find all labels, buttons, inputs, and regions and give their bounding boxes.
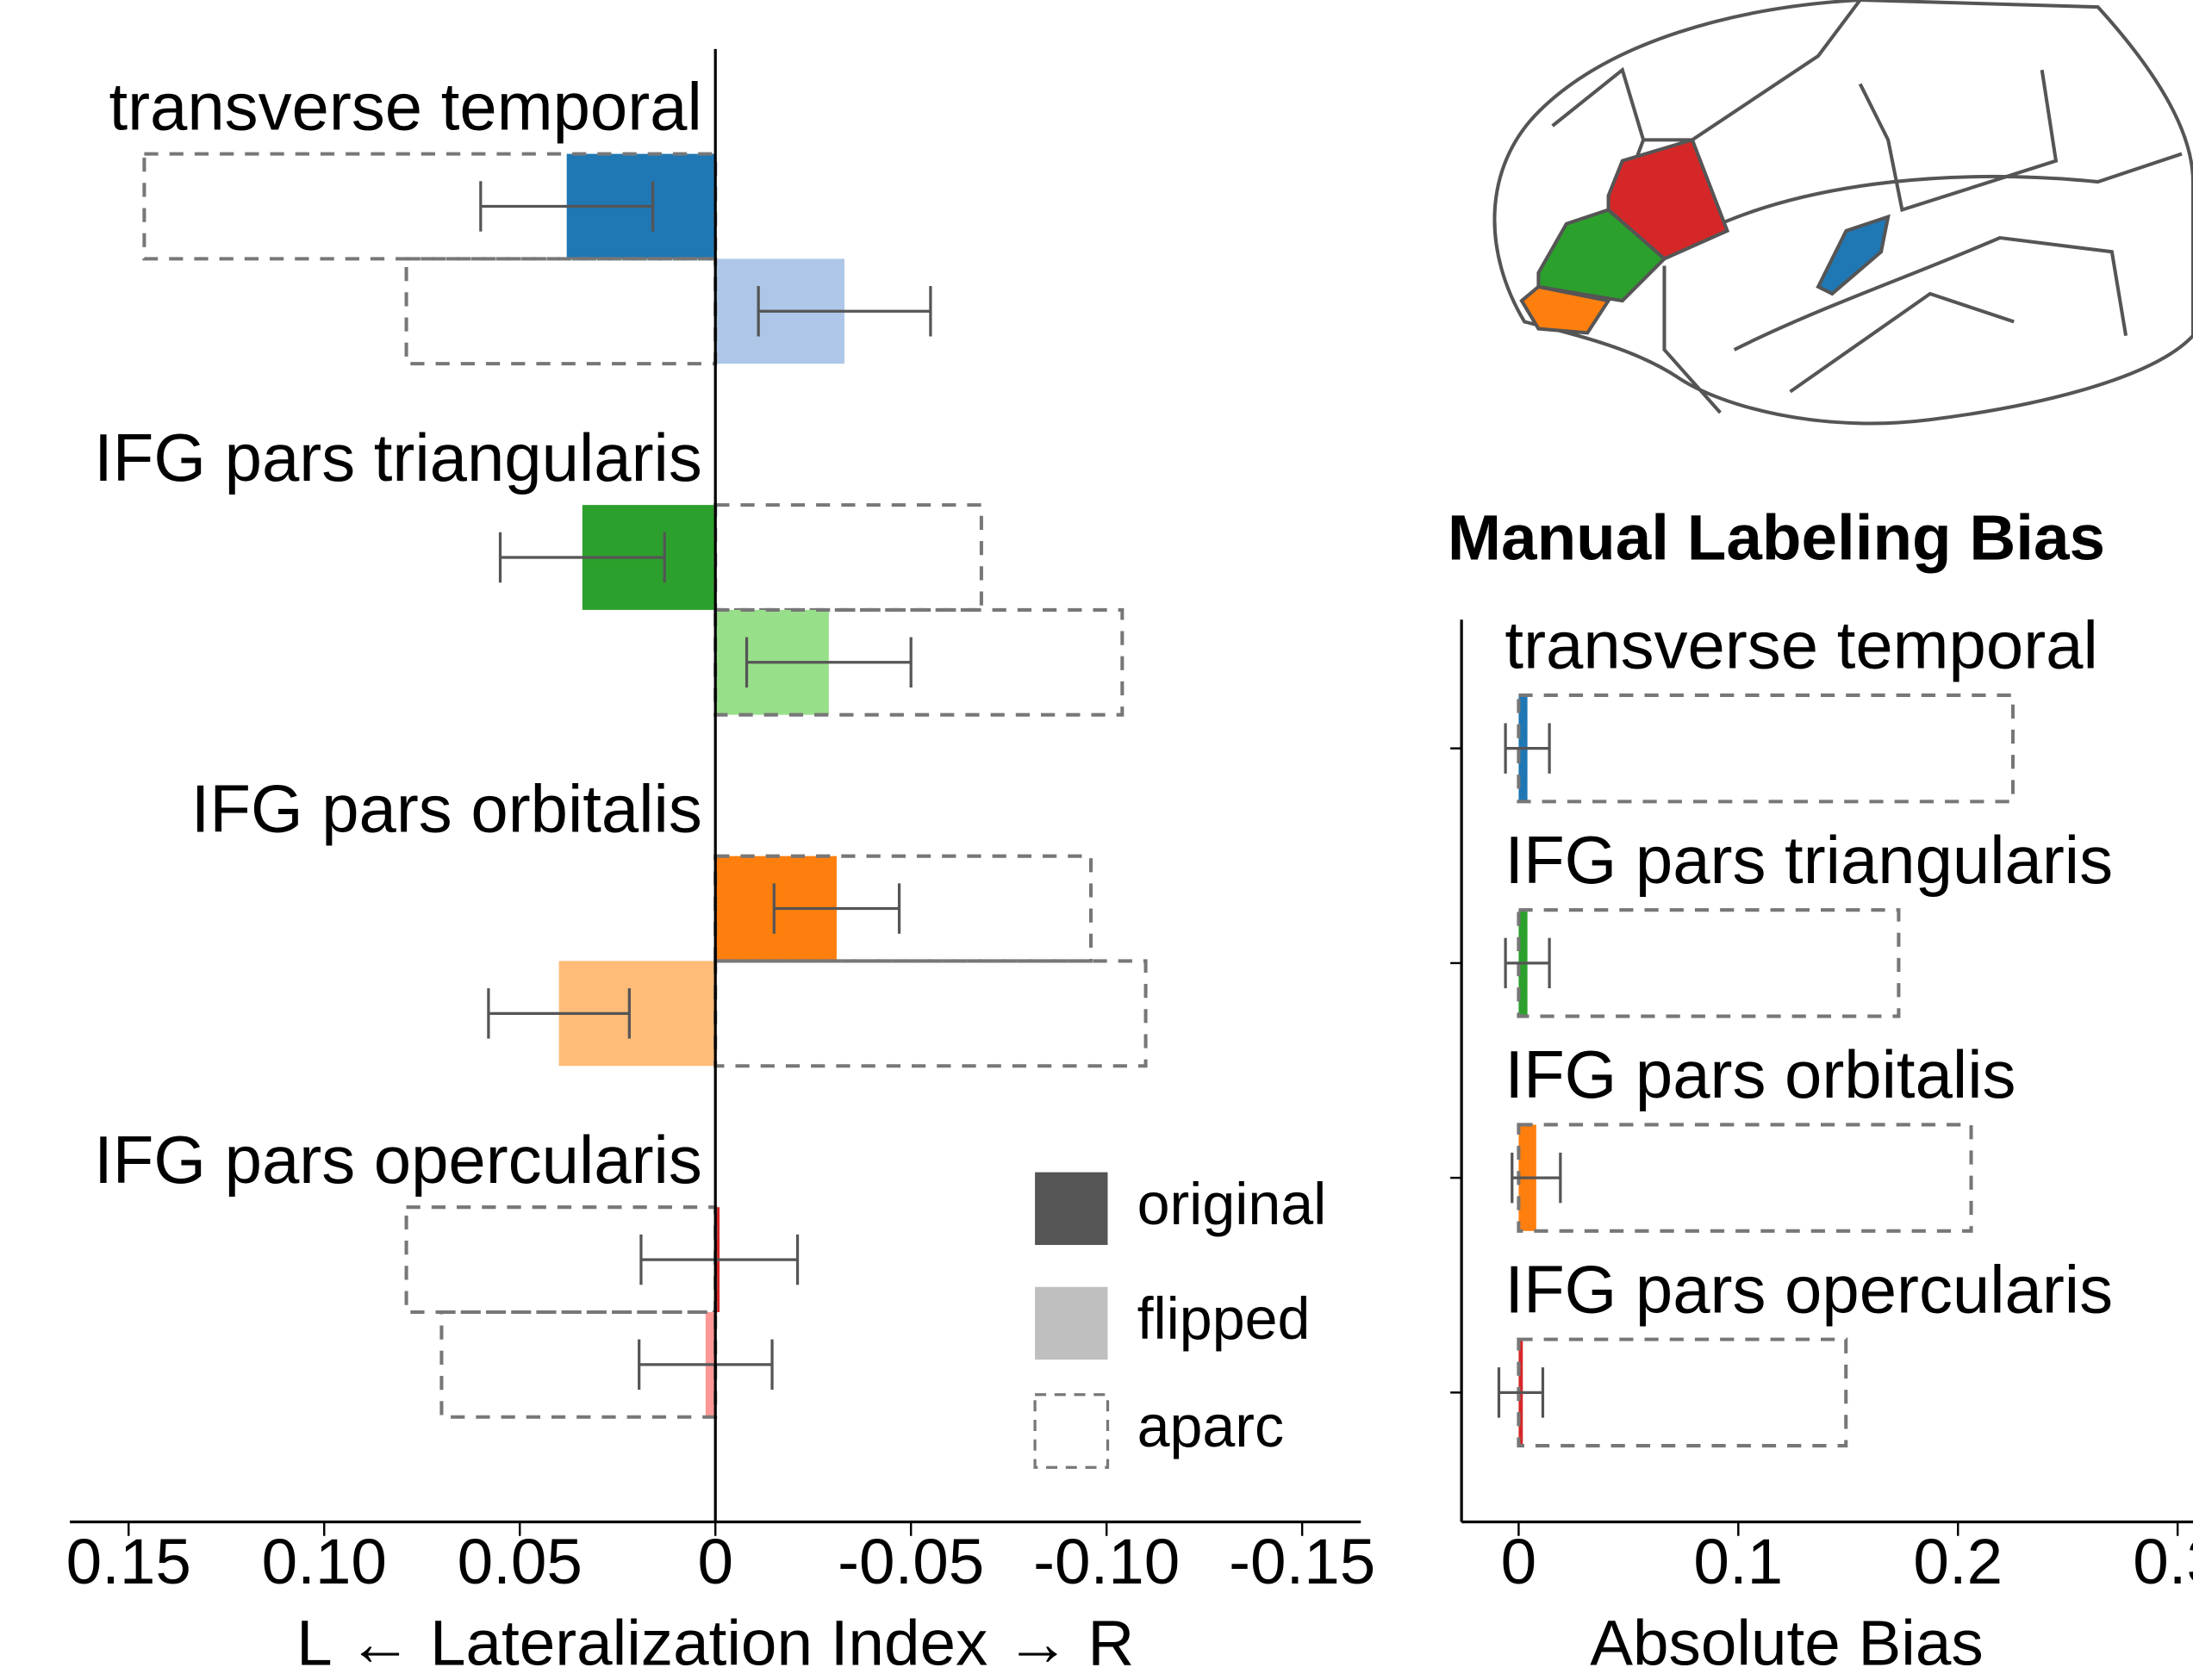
category-label: IFG pars triangularis <box>94 420 702 495</box>
x-tick-label: 0.1 <box>1693 1525 1783 1597</box>
category-label: IFG pars opercularis <box>1505 1251 2113 1327</box>
category-label: transverse temporal <box>109 68 701 144</box>
x-axis-label: L ← Lateralization Index → R <box>296 1606 1134 1678</box>
x-tick-label: 0 <box>1501 1525 1537 1597</box>
x-tick-label: 0.05 <box>458 1525 583 1597</box>
legend-swatch <box>1035 1395 1107 1467</box>
legend-label: original <box>1137 1172 1327 1237</box>
legend-swatch <box>1035 1287 1107 1360</box>
error-bar <box>1505 938 1549 988</box>
category-label: IFG pars orbitalis <box>191 771 702 847</box>
x-tick-label: 0.2 <box>1913 1525 2003 1597</box>
aparc-bar <box>1518 910 1898 1016</box>
x-axis-label: Absolute Bias <box>1590 1606 1983 1678</box>
category-label: IFG pars opercularis <box>94 1122 702 1198</box>
aparc-bar <box>1518 695 2013 801</box>
legend-swatch <box>1035 1173 1107 1245</box>
figure: transverse temporal IFG pars triangularis… <box>0 0 2193 1680</box>
aparc-bar <box>715 505 981 610</box>
error-bar <box>1505 723 1549 773</box>
aparc-bar <box>1518 1340 1846 1446</box>
category-label: IFG pars orbitalis <box>1505 1036 2015 1112</box>
x-tick-label: 0.3 <box>2133 1525 2193 1597</box>
category-label: IFG pars triangularis <box>1505 822 2113 898</box>
aparc-bar <box>407 258 716 364</box>
x-tick-label: -0.10 <box>1033 1525 1180 1597</box>
legend-label: flipped <box>1137 1286 1311 1352</box>
aparc-bar <box>1518 1124 1971 1230</box>
x-tick-label: 0 <box>697 1525 733 1597</box>
page: transverse temporal IFG pars triangularis… <box>0 0 2193 1680</box>
x-tick-label: -0.05 <box>838 1525 984 1597</box>
region-blue <box>1818 217 1888 294</box>
category-label: transverse temporal <box>1505 607 2097 683</box>
aparc-bar <box>715 961 1145 1066</box>
error-bar <box>639 1340 772 1390</box>
chart-title: Manual Labeling Bias <box>1448 501 2105 574</box>
x-tick-label: 0.15 <box>66 1525 191 1597</box>
legend-label: aparc <box>1137 1394 1285 1459</box>
x-tick-label: 0.10 <box>262 1525 387 1597</box>
x-tick-label: -0.15 <box>1229 1525 1375 1597</box>
